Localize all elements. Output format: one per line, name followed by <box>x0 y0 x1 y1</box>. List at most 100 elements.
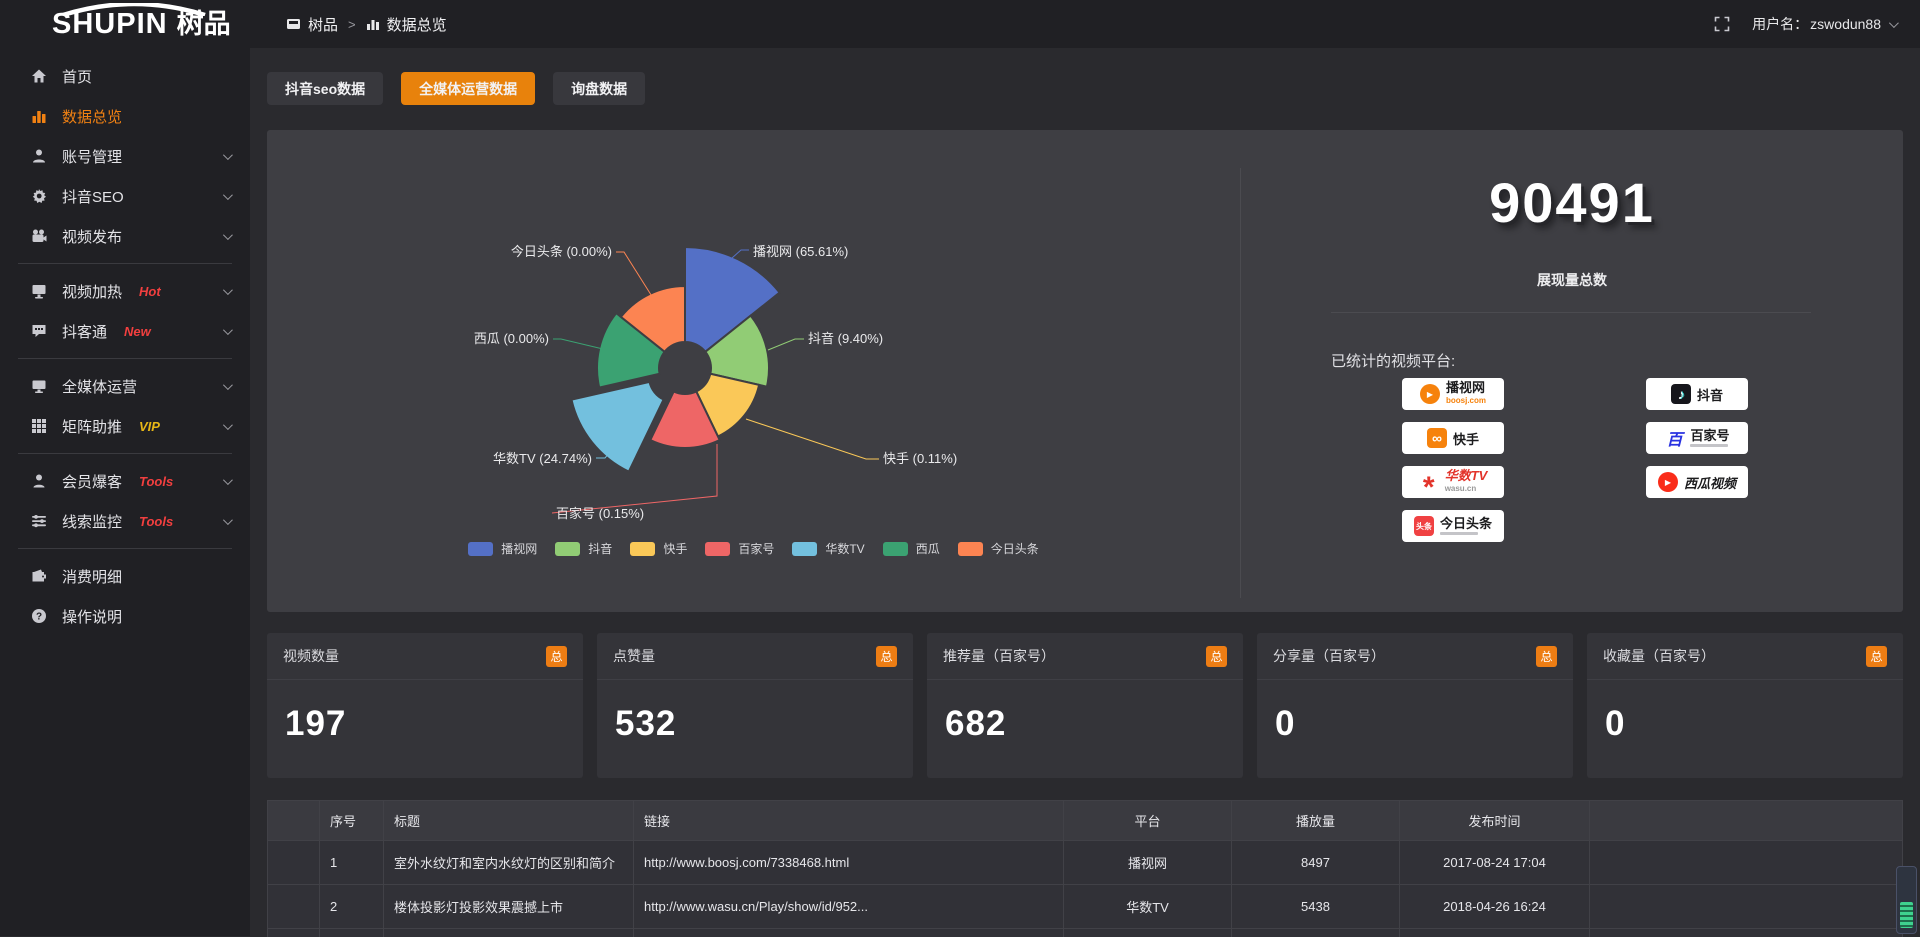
row-platform: 播视网 <box>1064 841 1232 885</box>
sidebar-item-help[interactable]: ? 操作说明 <box>0 596 250 636</box>
app-icon <box>286 17 301 32</box>
tab-douyin-seo-data[interactable]: 抖音seo数据 <box>267 72 383 105</box>
bar-chart-icon <box>30 108 47 125</box>
platforms-label: 已统计的视频平台: <box>1331 350 1455 371</box>
toutiao-sub-text <box>1440 532 1478 535</box>
sidebar-item-douyin-seo[interactable]: 抖音SEO <box>0 176 250 216</box>
row-index: 2 <box>320 885 384 929</box>
video-table: 序号 标题 链接 平台 播放量 发布时间 1 室外水纹灯和室内水纹灯的区别和简介… <box>267 800 1903 937</box>
row-plays: 5438 <box>1232 885 1400 929</box>
video-title-link[interactable]: 楼体投影灯投影效果震撼上市 <box>384 885 634 929</box>
svg-text:?: ? <box>35 612 41 623</box>
breadcrumb-separator: > <box>348 17 356 32</box>
total-impressions-label: 展现量总数 <box>1241 270 1903 290</box>
legend-swatch <box>705 542 730 556</box>
row-platform: 华数TV <box>1064 885 1232 929</box>
table-header-row: 序号 标题 链接 平台 播放量 发布时间 <box>268 801 1903 841</box>
member-icon <box>30 473 47 490</box>
hot-tag: Hot <box>139 284 208 299</box>
sidebar-item-account[interactable]: 账号管理 <box>0 136 250 176</box>
topbar: SHUPIN 树品 树品 > 数据总览 用户名：zswodun88 <box>0 0 1920 48</box>
baijiahao-logo-icon: 百 <box>1664 428 1684 448</box>
pie-label: 华数TV (24.74%) <box>493 451 592 466</box>
row-time: 2017-08-24 17:04 <box>1400 841 1590 885</box>
chevron-down-icon <box>223 325 233 335</box>
platform-badge-xigua: ▶ 西瓜视频 <box>1646 466 1748 498</box>
col-platform: 平台 <box>1064 801 1232 841</box>
username: zswodun88 <box>1810 16 1881 32</box>
legend-label: 快手 <box>663 540 687 557</box>
main-content: 抖音seo数据 全媒体运营数据 询盘数据 播视网 (65.61%) 抖音 (9.4… <box>250 48 1920 936</box>
stat-value: 0 <box>1587 680 1903 744</box>
kuaishou-logo-icon: ∞ <box>1427 428 1447 448</box>
chevron-down-icon <box>223 475 233 485</box>
sidebar-divider <box>18 453 232 454</box>
pie-label: 播视网 (65.61%) <box>753 244 848 259</box>
total-badge: 总 <box>1866 646 1887 667</box>
legend-item-西瓜[interactable]: 西瓜 <box>883 540 940 557</box>
sidebar-item-member-burst[interactable]: 会员爆客 Tools <box>0 461 250 501</box>
sidebar-item-omnimedia[interactable]: 全媒体运营 <box>0 366 250 406</box>
legend-item-快手[interactable]: 快手 <box>630 540 687 557</box>
video-url-link[interactable]: http://www.wasu.cn/Play/show/id/952... <box>634 885 1064 929</box>
sidebar-item-home[interactable]: 首页 <box>0 56 250 96</box>
legend-label: 今日头条 <box>991 540 1039 557</box>
wallet-icon <box>30 568 47 585</box>
legend-swatch <box>630 542 655 556</box>
sidebar-item-video-publish[interactable]: 视频发布 <box>0 216 250 256</box>
sidebar-item-doketong[interactable]: 抖客通 New <box>0 311 250 351</box>
video-title-link[interactable]: 室外水纹灯和室内水纹灯的区别和简介 <box>384 841 634 885</box>
col-publish-time: 发布时间 <box>1400 801 1590 841</box>
table-row: 2 楼体投影灯投影效果震撼上市 http://www.wasu.cn/Play/… <box>268 885 1903 929</box>
tools-tag: Tools <box>139 514 208 529</box>
scrollbar-thumb[interactable] <box>1900 902 1913 928</box>
pie-label-line <box>768 339 804 350</box>
chevron-down-icon <box>223 515 233 525</box>
chevron-down-icon <box>223 285 233 295</box>
tab-bar: 抖音seo数据 全媒体运营数据 询盘数据 <box>267 72 1903 105</box>
legend-swatch <box>792 542 817 556</box>
sidebar-divider <box>18 358 232 359</box>
stat-card-video-count: 视频数量总 197 <box>267 633 583 778</box>
sidebar-item-video-heat[interactable]: 视频加热 Hot <box>0 271 250 311</box>
platform-badge-douyin: ♪ 抖音 <box>1646 378 1748 410</box>
legend-label: 播视网 <box>501 540 537 557</box>
user-menu[interactable]: 用户名：zswodun88 <box>1752 14 1896 34</box>
sidebar-item-matrix-boost[interactable]: 矩阵助推 VIP <box>0 406 250 446</box>
breadcrumb-home[interactable]: 树品 <box>286 14 338 35</box>
col-empty <box>1590 801 1903 841</box>
legend-item-抖音[interactable]: 抖音 <box>555 540 612 557</box>
platform-badge-baijiahao: 百 百家号 <box>1646 422 1748 454</box>
home-icon <box>30 68 47 85</box>
logo-arc <box>58 3 210 16</box>
row-index: 1 <box>320 841 384 885</box>
scrollbar-widget[interactable] <box>1896 866 1917 934</box>
video-url-link[interactable]: http://www.boosj.com/7338468.html <box>634 841 1064 885</box>
sidebar-item-data-overview[interactable]: 数据总览 <box>0 96 250 136</box>
breadcrumb: 树品 > 数据总览 <box>286 0 447 48</box>
chat-bubble-icon <box>30 323 47 340</box>
legend-item-今日头条[interactable]: 今日头条 <box>958 540 1039 557</box>
tab-inquiry-data[interactable]: 询盘数据 <box>553 72 645 105</box>
total-badge: 总 <box>1206 646 1227 667</box>
sliders-icon <box>30 513 47 530</box>
sidebar-item-spending-detail[interactable]: 消费明细 <box>0 556 250 596</box>
tab-omnimedia-data[interactable]: 全媒体运营数据 <box>401 72 535 105</box>
chevron-down-icon <box>223 420 233 430</box>
chevron-down-icon <box>223 230 233 240</box>
fullscreen-icon[interactable] <box>1714 16 1730 32</box>
legend-item-播视网[interactable]: 播视网 <box>468 540 537 557</box>
legend-item-百家号[interactable]: 百家号 <box>705 540 774 557</box>
pie-label: 抖音 (9.40%) <box>808 331 883 346</box>
sidebar-item-lead-monitor[interactable]: 线索监控 Tools <box>0 501 250 541</box>
stat-card-shares: 分享量（百家号）总 0 <box>1257 633 1573 778</box>
breadcrumb-current[interactable]: 数据总览 <box>366 14 447 35</box>
vip-tag: VIP <box>139 419 208 434</box>
total-impressions-value: 90491 <box>1241 170 1903 235</box>
legend-item-华数TV[interactable]: 华数TV <box>792 540 864 557</box>
platform-badge-kuaishou: ∞ 快手 <box>1402 422 1504 454</box>
chart-panel: 播视网 (65.61%)抖音 (9.40%)快手 (0.11%)百家号 (0.1… <box>267 130 1903 612</box>
col-title: 标题 <box>384 801 634 841</box>
